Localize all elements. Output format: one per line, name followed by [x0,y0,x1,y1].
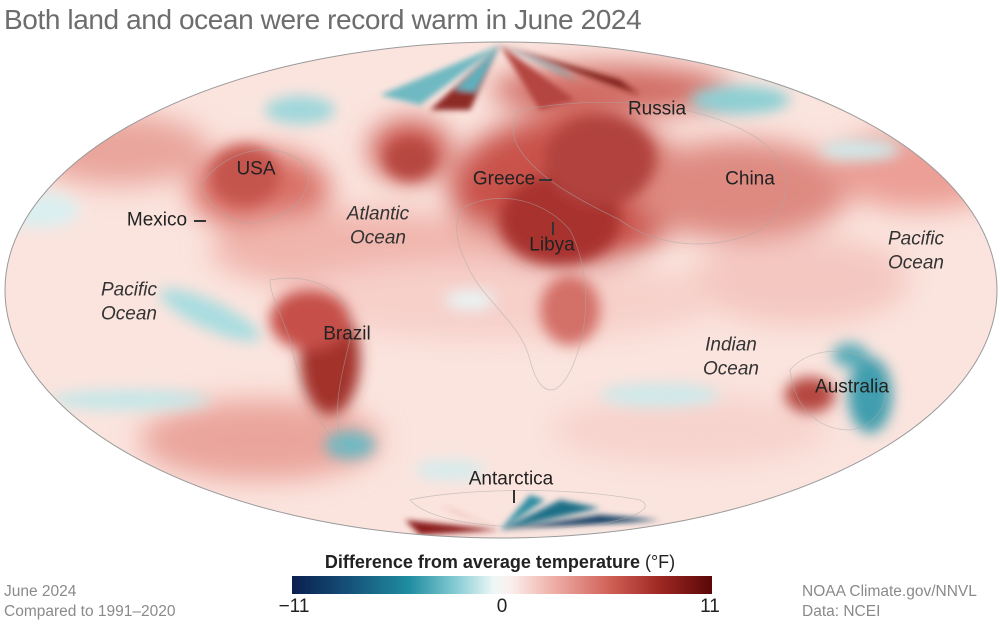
label-indian-ocean: Indian Ocean [703,334,759,379]
page-title: Both land and ocean were record warm in … [4,4,642,35]
scale-max-label: 11 [700,596,720,617]
scale-min-label: −11 [278,596,310,617]
color-scale-bar [292,576,712,594]
label-australia: Australia [815,376,889,398]
anomaly-field [5,42,997,538]
label-pacific-ocean-west: Pacific Ocean [101,279,157,324]
antarctica-leader-line [513,490,515,503]
label-antarctica: Antarctica [468,468,554,490]
footer-credits: NOAA Climate.gov/NNVL Data: NCEI [802,583,977,620]
label-brazil: Brazil [323,323,371,345]
label-mexico: Mexico [126,209,188,231]
label-china: China [725,168,775,190]
legend-title: Difference from average temperature (°F) [324,552,676,572]
globe-outline [4,41,998,539]
label-russia: Russia [627,98,687,120]
label-greece: Greece [472,168,536,190]
libya-leader-line [552,222,554,235]
polar-streaks [380,45,680,535]
label-usa: USA [236,158,276,180]
greece-leader-line [539,179,552,181]
scale-mid-label: 0 [496,596,508,617]
coastlines [199,101,887,529]
label-pacific-ocean-east: Pacific Ocean [888,228,944,273]
label-libya: Libya [529,234,575,256]
mexico-leader-line [194,220,206,222]
footer-date-info: June 2024 Compared to 1991–2020 [4,583,176,620]
label-atlantic-ocean: Atlantic Ocean [346,203,410,248]
